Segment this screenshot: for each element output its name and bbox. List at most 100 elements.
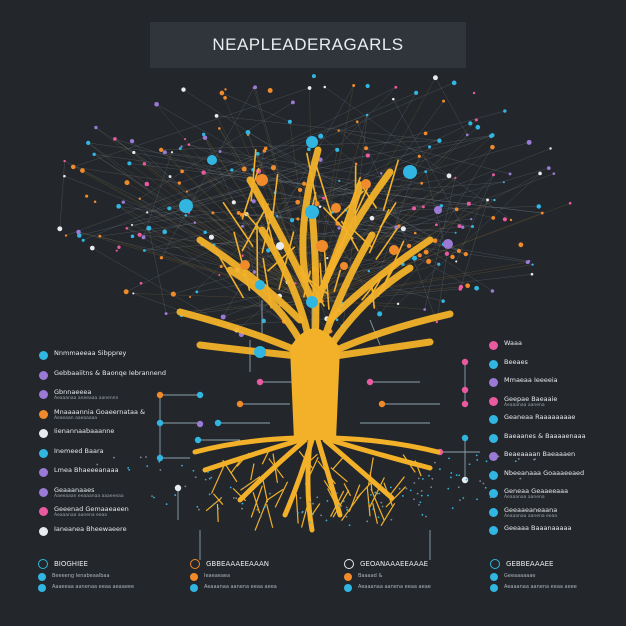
root-dot xyxy=(439,468,441,471)
network-dot xyxy=(296,217,300,221)
network-dot xyxy=(219,90,225,96)
network-line xyxy=(434,146,493,241)
column-text: Geeaaaaaae xyxy=(504,573,536,579)
network-line xyxy=(73,87,310,168)
column-dot-icon xyxy=(38,584,46,592)
legend-label: Iienannaabaaanne xyxy=(54,427,115,435)
legend-dot-icon xyxy=(39,429,48,438)
tree-rootlet xyxy=(341,493,362,521)
legend-sublabel: Aaeeaaan eeaaanaa aaaeeeaa xyxy=(54,493,124,499)
network-dot xyxy=(241,166,247,172)
tree-twig xyxy=(379,240,405,295)
network-dot xyxy=(326,256,329,260)
leader-dot xyxy=(461,386,469,394)
network-line xyxy=(371,148,551,219)
network-line xyxy=(397,173,541,305)
legend-item: Mnaaaannia Goaeernataa & Aeaeaan aaeaaaaa xyxy=(39,408,145,424)
network-dot xyxy=(63,159,66,163)
network-dot xyxy=(307,86,312,90)
root-dot xyxy=(484,486,487,489)
network-dot xyxy=(369,215,375,221)
network-dot xyxy=(70,164,76,170)
root-dot xyxy=(413,498,415,501)
network-dot xyxy=(318,133,324,139)
network-dot xyxy=(470,224,475,229)
tree-twig xyxy=(241,167,260,220)
root-dot xyxy=(192,469,195,472)
network-dot xyxy=(502,217,507,222)
bottom-column: BIOGHIEE Beeeeng Ienabeaalbaa Aaaeeaa aane… xyxy=(38,557,158,592)
branch-node xyxy=(340,262,348,270)
root-dot xyxy=(447,487,450,490)
leader-lines xyxy=(156,300,480,560)
legend-label: Nnmmaeeaa Sibpprey xyxy=(54,349,127,357)
tree-branch xyxy=(196,236,304,324)
root-dot xyxy=(325,519,328,522)
tree-root xyxy=(305,439,315,533)
network-dot xyxy=(252,270,257,274)
tree-twig xyxy=(341,176,361,231)
network-dot xyxy=(474,118,478,122)
network-dot xyxy=(270,165,277,171)
tree-twig xyxy=(368,208,390,254)
tree-rootlet xyxy=(222,459,238,483)
network-dot xyxy=(143,249,146,252)
network-line xyxy=(118,206,285,322)
network-dot xyxy=(146,211,149,214)
network-dot xyxy=(201,132,206,137)
network-dot xyxy=(338,179,341,182)
legend-dot-icon xyxy=(489,341,498,350)
network-line xyxy=(148,228,167,314)
network-dot xyxy=(138,197,141,200)
network-dot xyxy=(549,147,552,150)
legend-item: Geepae Baeaaie Aeaaanaa aanena xyxy=(489,395,557,411)
column-text: Aaaeeaa aanenaa eeaa aeaaeee xyxy=(52,584,135,590)
tree-twig xyxy=(361,276,381,301)
legend-sublabel: Aeaaanaa aanena xyxy=(504,495,545,500)
root-dot xyxy=(420,494,423,497)
tree-branch xyxy=(331,338,434,360)
column-dot-icon xyxy=(490,573,498,581)
branch-node xyxy=(254,346,266,358)
network-dot xyxy=(411,206,417,211)
root-dot xyxy=(448,457,450,460)
network-dot xyxy=(318,205,322,208)
network-dot xyxy=(117,245,121,249)
root-dot xyxy=(232,497,235,499)
column-dot-icon xyxy=(38,573,46,581)
network-dot xyxy=(76,229,81,235)
leader-dot xyxy=(461,358,469,366)
leader-dot xyxy=(156,391,164,399)
tree-twig xyxy=(343,187,369,240)
network-dot xyxy=(335,318,339,322)
column-text: Aeaaanaa aanena eeaa aeea xyxy=(204,584,277,590)
root-dot xyxy=(96,463,99,466)
tree-branch xyxy=(258,226,314,349)
legend-label: Baeaanes & Baaaaenaaa xyxy=(504,431,586,440)
network-dot xyxy=(417,253,422,258)
network-dot xyxy=(509,218,513,222)
root-dot xyxy=(241,502,244,505)
tree-root xyxy=(237,437,308,503)
network-dot xyxy=(460,225,465,229)
network-line xyxy=(73,166,314,301)
root-dot xyxy=(514,460,517,463)
network-dot xyxy=(92,152,96,157)
tree-twig xyxy=(299,265,325,307)
column-dot-icon xyxy=(490,584,498,592)
legend-dot-icon xyxy=(39,468,48,477)
network-dot xyxy=(162,229,168,235)
legend-dot-icon xyxy=(39,409,48,419)
tree-rootlet xyxy=(298,450,313,469)
network-dot xyxy=(442,99,446,103)
network-line xyxy=(78,231,296,284)
tree-twig xyxy=(334,190,364,222)
network-dot xyxy=(295,199,301,205)
network-line xyxy=(95,127,314,301)
root-dot xyxy=(450,472,453,474)
legend-dot-icon xyxy=(489,359,498,369)
legend-dot-icon xyxy=(39,507,48,516)
network-dot xyxy=(231,200,236,205)
tree-rootlet xyxy=(250,463,255,481)
tree-rootlet xyxy=(332,489,350,518)
